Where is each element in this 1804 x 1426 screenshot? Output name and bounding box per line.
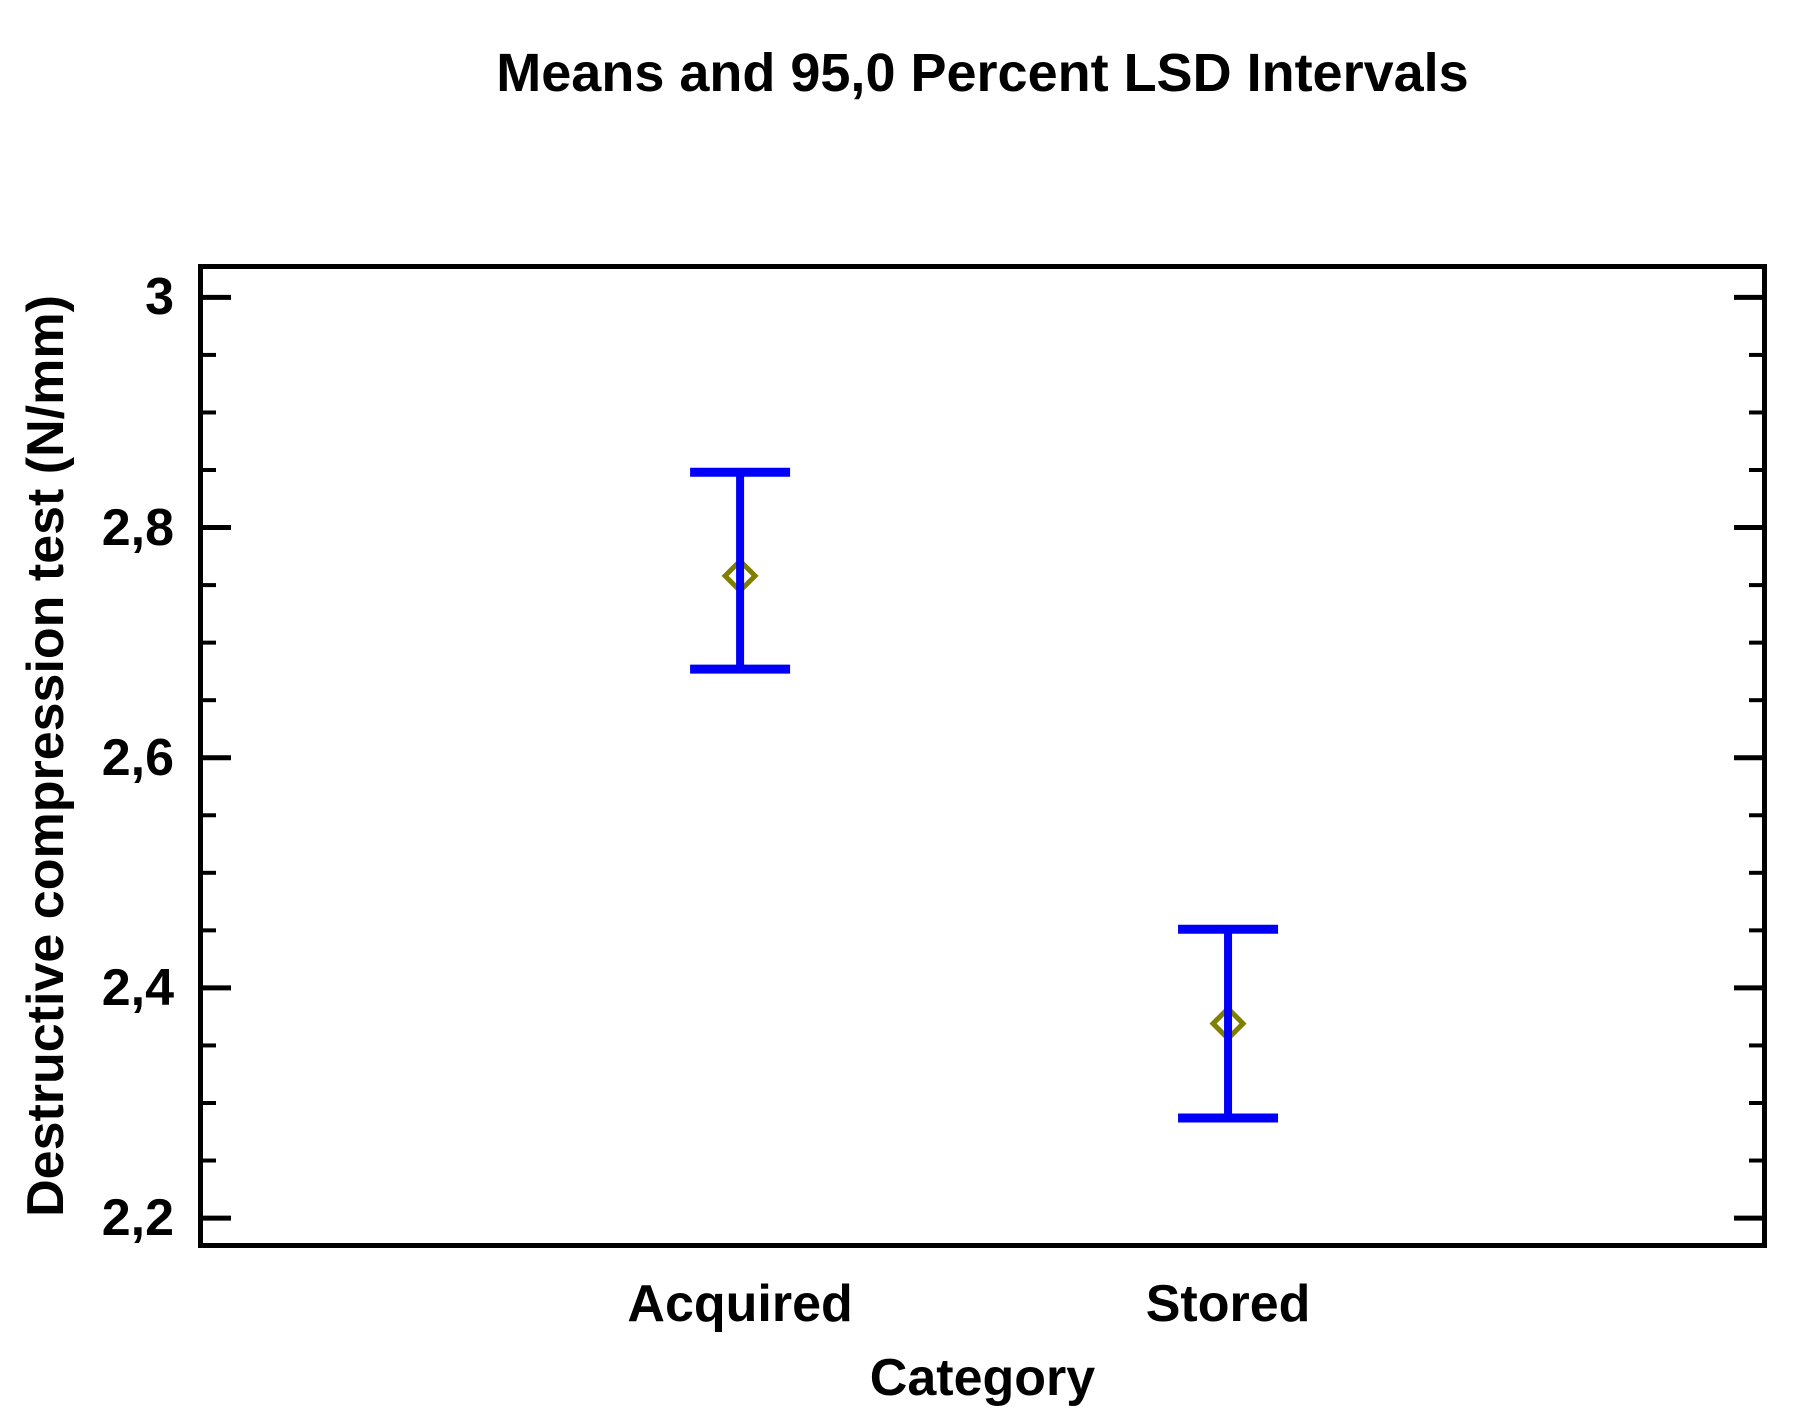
plot-frame [198,264,1767,1248]
chart-title: Means and 95,0 Percent LSD Intervals [496,43,1469,103]
mean-marker-diamond [1209,1005,1247,1043]
y-tick-label: 2,2 [101,1189,174,1248]
x-category-label-stored: Stored [1145,1275,1311,1333]
y-tick-label: 3 [145,268,174,327]
mean-marker-diamond [721,557,759,595]
x-axis-title: Category [869,1349,1096,1407]
y-tick-label: 2,6 [101,728,174,787]
y-tick-label: 2,4 [101,958,174,1017]
y-tick-label: 2,8 [101,498,174,557]
x-category-label-acquired: Acquired [627,1275,853,1333]
